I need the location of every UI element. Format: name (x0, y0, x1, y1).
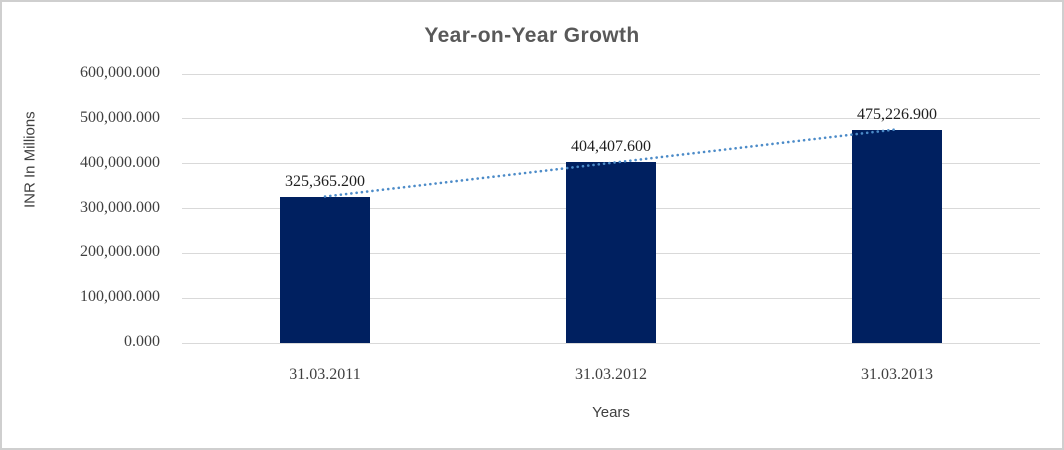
bar-31.03.2011[interactable] (280, 197, 370, 343)
x-axis-title: Years (592, 404, 630, 421)
x-tick-label: 31.03.2012 (575, 366, 647, 383)
y-tick-label: 600,000.000 (80, 64, 160, 81)
bar-data-label: 325,365.200 (285, 173, 365, 191)
y-tick-label: 100,000.000 (80, 288, 160, 306)
gridline (182, 73, 1040, 75)
x-tick-label: 31.03.2011 (289, 366, 361, 383)
plot-area (182, 73, 1040, 344)
bar-31.03.2013[interactable] (852, 129, 942, 343)
y-tick-label: 500,000.000 (80, 108, 160, 126)
bar-data-label: 475,226.900 (857, 105, 937, 123)
y-tick-label: 200,000.000 (80, 243, 160, 261)
y-tick-label: 400,000.000 (80, 153, 160, 171)
x-tick-label: 31.03.2013 (861, 366, 933, 383)
bar-data-label: 404,407.600 (571, 137, 651, 155)
gridline (182, 342, 1040, 344)
bar-31.03.2012[interactable] (566, 161, 656, 343)
chart-title: Year-on-Year Growth (424, 24, 640, 47)
gridline (182, 118, 1040, 120)
y-tick-label: 0.000 (124, 333, 160, 350)
y-tick-label: 300,000.000 (80, 198, 160, 216)
